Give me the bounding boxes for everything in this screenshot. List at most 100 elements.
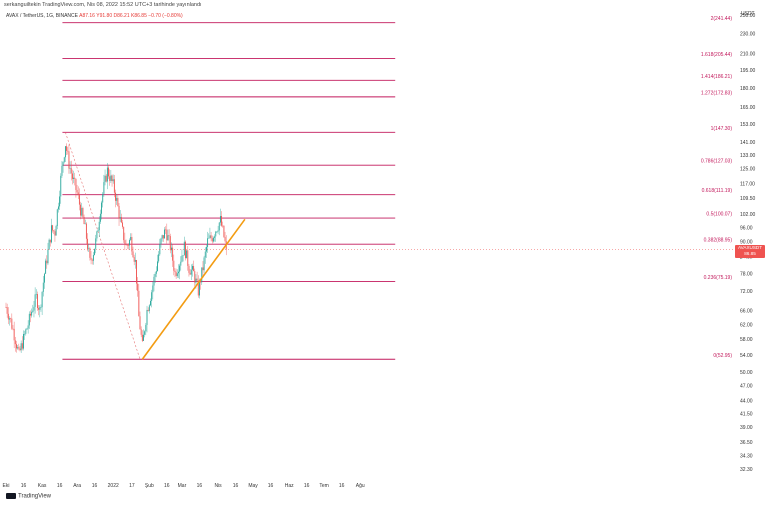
candle-body (110, 175, 112, 181)
candle-body (151, 292, 153, 301)
candle-body (155, 270, 157, 274)
price-tick-label: 54.00 (740, 353, 753, 359)
price-unit: USDT (741, 11, 755, 17)
candle-body (144, 331, 146, 335)
candle-body (162, 235, 164, 239)
candle-body (71, 173, 73, 179)
candle-body (37, 294, 38, 309)
symbol-line: AVAX / TetherUS, 1G, BINANCE A87.16 Y91.… (6, 13, 183, 19)
candle-body (186, 250, 188, 259)
time-tick-label: Mar (178, 483, 187, 489)
price-tick-label: 90.00 (740, 240, 753, 246)
price-tick-label: 210.00 (740, 52, 756, 58)
candle-body (85, 223, 87, 239)
candle-body (35, 294, 37, 295)
candle-body (46, 260, 48, 264)
candle-body (103, 182, 105, 194)
candle-body (76, 189, 78, 193)
candle-body (47, 249, 49, 264)
time-tick-label: 16 (339, 483, 345, 489)
candle-body (28, 313, 30, 326)
price-tick-label: 78.00 (740, 271, 753, 277)
candle-body (73, 177, 75, 179)
candle-body (168, 235, 170, 237)
time-tick-label: Kas (38, 483, 47, 489)
candle-body (164, 229, 165, 239)
symbol-name[interactable]: AVAX / TetherUS, 1G, BINANCE (6, 13, 78, 19)
candle-body (193, 266, 195, 272)
candle-body (204, 251, 206, 258)
candle-body (141, 334, 143, 341)
candle-body (14, 340, 16, 345)
candle-body (202, 267, 204, 271)
candle-body (165, 229, 167, 231)
candle-body (88, 248, 90, 249)
price-tick-label: 109.50 (740, 196, 756, 202)
candle-body (111, 175, 113, 182)
time-tick-label: 2022 (108, 483, 119, 489)
candle-body (18, 347, 20, 349)
candle-body (134, 259, 136, 262)
candle-body (131, 237, 133, 252)
ohlc-readout: A87.16 Y91.80 D86.21 K86.85 −0.70 (−0.80… (79, 13, 183, 19)
candle-body (54, 231, 56, 236)
price-tick-label: 66.00 (740, 308, 753, 314)
candle-body (222, 225, 224, 227)
price-tick-label: 44.00 (740, 398, 753, 404)
candle-body (185, 241, 186, 259)
candle-body (118, 205, 120, 219)
candle-body (174, 270, 176, 273)
candle-body (84, 223, 86, 225)
price-tick-label: 117.00 (740, 181, 755, 187)
bar-countdown: 11:07:09 (741, 257, 759, 262)
candle-body (9, 318, 10, 320)
candle-body (87, 238, 89, 249)
candle-body (205, 247, 207, 252)
fib-level-label: 0.618(111.19) (702, 188, 733, 194)
candle-body (27, 325, 29, 329)
candle-body (13, 328, 15, 341)
fib-swing-line (65, 132, 141, 360)
candle-body (117, 197, 119, 206)
candle-body (78, 195, 80, 205)
candle-body (120, 217, 122, 223)
candle-body (109, 176, 111, 181)
candle-body (182, 255, 184, 256)
fib-retracement: 2(241.44) 1.618(205.44) 1.414(186.21) 1.272… (62, 16, 733, 360)
candle-body (99, 213, 101, 222)
candle-body (77, 192, 79, 196)
candle-body (178, 271, 179, 274)
candle-body (96, 231, 98, 239)
time-tick-label: Ara (73, 483, 81, 489)
price-tick-label: 62.00 (740, 322, 753, 328)
candle-body (200, 281, 202, 283)
candle-body (38, 308, 40, 310)
candle-body (89, 248, 91, 258)
current-price-tag: AVAXUSDT 86.85 11:07:09 (735, 245, 765, 262)
trendline (141, 218, 246, 360)
candle-body (196, 278, 198, 281)
candle-body (6, 307, 8, 314)
candle-body (211, 238, 213, 242)
price-tick-label: 36.50 (740, 440, 753, 446)
price-tick-label: 180.00 (740, 86, 756, 92)
candle-body (214, 236, 216, 238)
candle-body (172, 247, 174, 261)
candle-body (108, 167, 109, 177)
candle-body (34, 294, 36, 307)
candle-body (147, 309, 149, 311)
time-tick-label: Şub (145, 483, 154, 489)
candle-body (42, 282, 44, 292)
candle-body (19, 348, 21, 351)
candle-body (132, 251, 134, 258)
time-axis: Eki 16 Kas 16 Ara 16 2022 17 Şub 16 Mar 16 Nis 16 May 1… (3, 483, 365, 489)
candle-body (160, 238, 162, 245)
candle-body (101, 202, 103, 214)
candle-body (181, 255, 183, 262)
candle-body (146, 309, 148, 325)
fib-level-label: 0(52.95) (713, 353, 732, 359)
price-tick-label: 50.00 (740, 370, 753, 376)
candle-body (138, 290, 140, 317)
tradingview-logo: TradingView (6, 493, 51, 500)
